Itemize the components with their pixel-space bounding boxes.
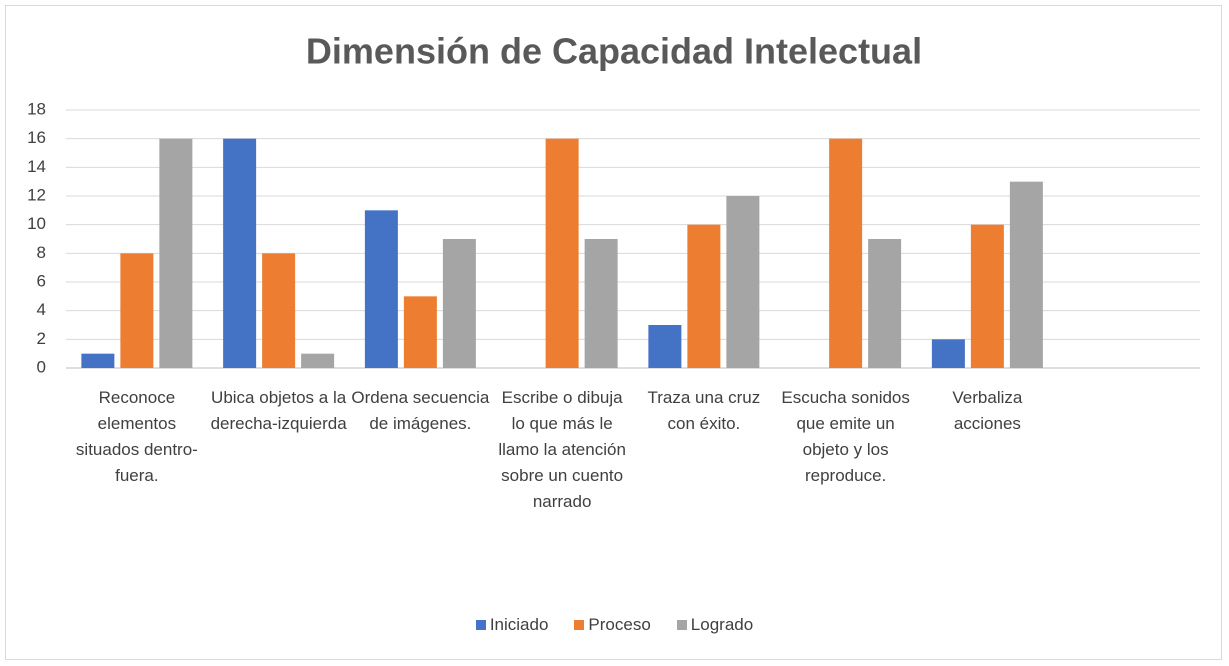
legend-item: Logrado [676,615,754,635]
legend-label: Proceso [588,615,651,634]
x-tick-label: Reconoce elementos situados dentro- fuer… [75,388,198,485]
y-tick-label: 4 [37,300,46,319]
y-tick-label: 18 [27,99,46,118]
bar [301,353,335,368]
bar [159,138,193,368]
y-tick-label: 2 [37,329,46,348]
legend-swatch [574,620,585,630]
bar [829,138,863,368]
bar [545,138,579,368]
legend-item: Proceso [574,615,651,635]
legend-item: Iniciado [475,615,549,635]
bar [120,253,154,368]
y-tick-label: 16 [27,128,46,147]
bar [970,224,1004,368]
x-tick-label: Ordena secuencia de imágenes. [351,388,490,433]
bar [81,353,115,368]
bar [726,196,760,368]
y-tick-label: 8 [37,243,46,262]
bar [262,253,296,368]
bar [364,210,398,368]
legend-label: Iniciado [489,615,549,634]
bar [1009,181,1043,368]
x-tick-label: Escucha sonidos que emite un objeto y lo… [781,388,910,485]
y-tick-label: 14 [27,157,46,176]
bar [648,325,682,368]
x-tick-label: Escribe o dibuja lo que más le llamo la … [498,388,626,511]
y-tick-label: 6 [37,271,46,290]
legend-swatch [676,620,687,630]
bar [868,239,902,368]
legend-label: Logrado [690,615,754,634]
bar [442,239,476,368]
bar [584,239,618,368]
legend: Iniciado Proceso Logrado [0,615,1229,635]
bar [687,224,721,368]
bar [223,138,257,368]
y-tick-label: 10 [27,214,46,233]
x-tick-label: Verbaliza acciones [952,388,1023,433]
x-tick-label: Ubica objetos a la derecha-izquierda [210,388,347,433]
y-tick-label: 12 [27,185,46,204]
legend-swatch [475,620,486,630]
y-tick-label: 0 [37,357,46,376]
bar [403,296,437,368]
x-tick-label: Traza una cruz con éxito. [647,388,761,433]
chart-title: Dimensión de Capacidad Intelectual [306,31,922,72]
bar [931,339,965,368]
